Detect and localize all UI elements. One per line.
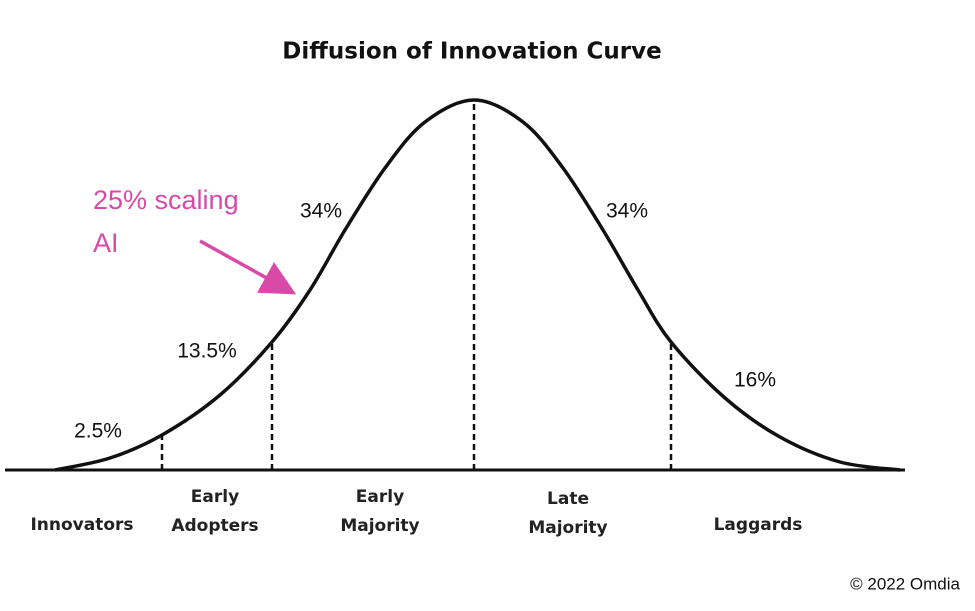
segment-label: Late [547,489,589,509]
annotation-arrow [199,239,297,295]
share-label: 2.5% [74,420,122,443]
segment-label: Majority [340,516,419,536]
annotation: 25% scaling [93,185,239,215]
share-label: 34% [300,200,342,223]
segment-label: Adopters [171,516,258,536]
footer: © 2022 Omdia [850,574,960,593]
annotation: AI [93,228,119,258]
share-label: 34% [606,200,648,223]
bell-curve [54,98,901,472]
share-label: 16% [734,369,776,392]
segment-label: Laggards [714,515,803,535]
segment-label: Innovators [30,515,133,535]
segment-label: Early [356,487,404,507]
share-label: 13.5% [177,340,237,363]
segment-label: Early [191,487,239,507]
segment-label: Majority [528,518,607,538]
title: Diffusion of Innovation Curve [282,39,661,65]
